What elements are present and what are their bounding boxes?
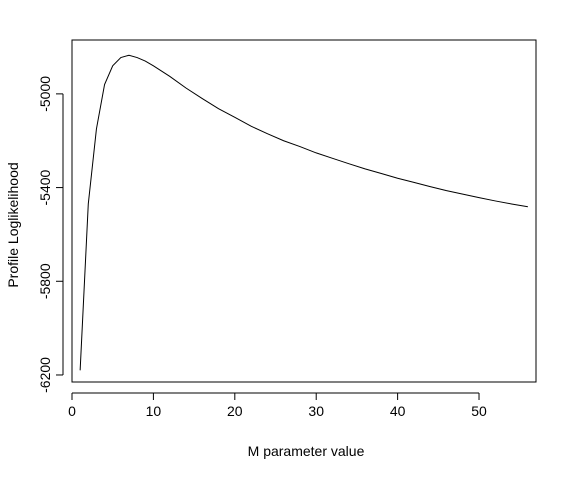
y-tick-label: -5800 [37, 263, 53, 299]
x-tick-label: 50 [471, 403, 487, 419]
y-tick-label: -5400 [37, 169, 53, 205]
y-axis-title: Profile Loglikelihood [5, 162, 21, 287]
x-axis-title: M parameter value [248, 443, 365, 459]
series-line [79, 54, 528, 371]
x-tick-label: 20 [227, 403, 243, 419]
x-tick-label: 10 [146, 403, 162, 419]
x-tick-label: 0 [68, 403, 76, 419]
x-tick-label: 30 [308, 403, 324, 419]
plot-frame [71, 39, 537, 383]
x-axis: 0 10 20 30 40 50 [68, 392, 487, 419]
x-tick-label: 40 [390, 403, 406, 419]
y-tick-label: -6200 [37, 357, 53, 393]
y-axis: -6200 -5800 -5400 -5000 [37, 76, 64, 393]
y-tick-label: -5000 [37, 76, 53, 112]
